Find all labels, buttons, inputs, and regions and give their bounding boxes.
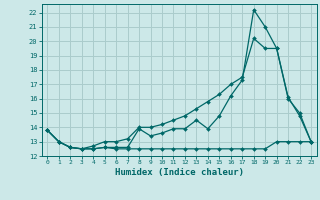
X-axis label: Humidex (Indice chaleur): Humidex (Indice chaleur) bbox=[115, 168, 244, 177]
